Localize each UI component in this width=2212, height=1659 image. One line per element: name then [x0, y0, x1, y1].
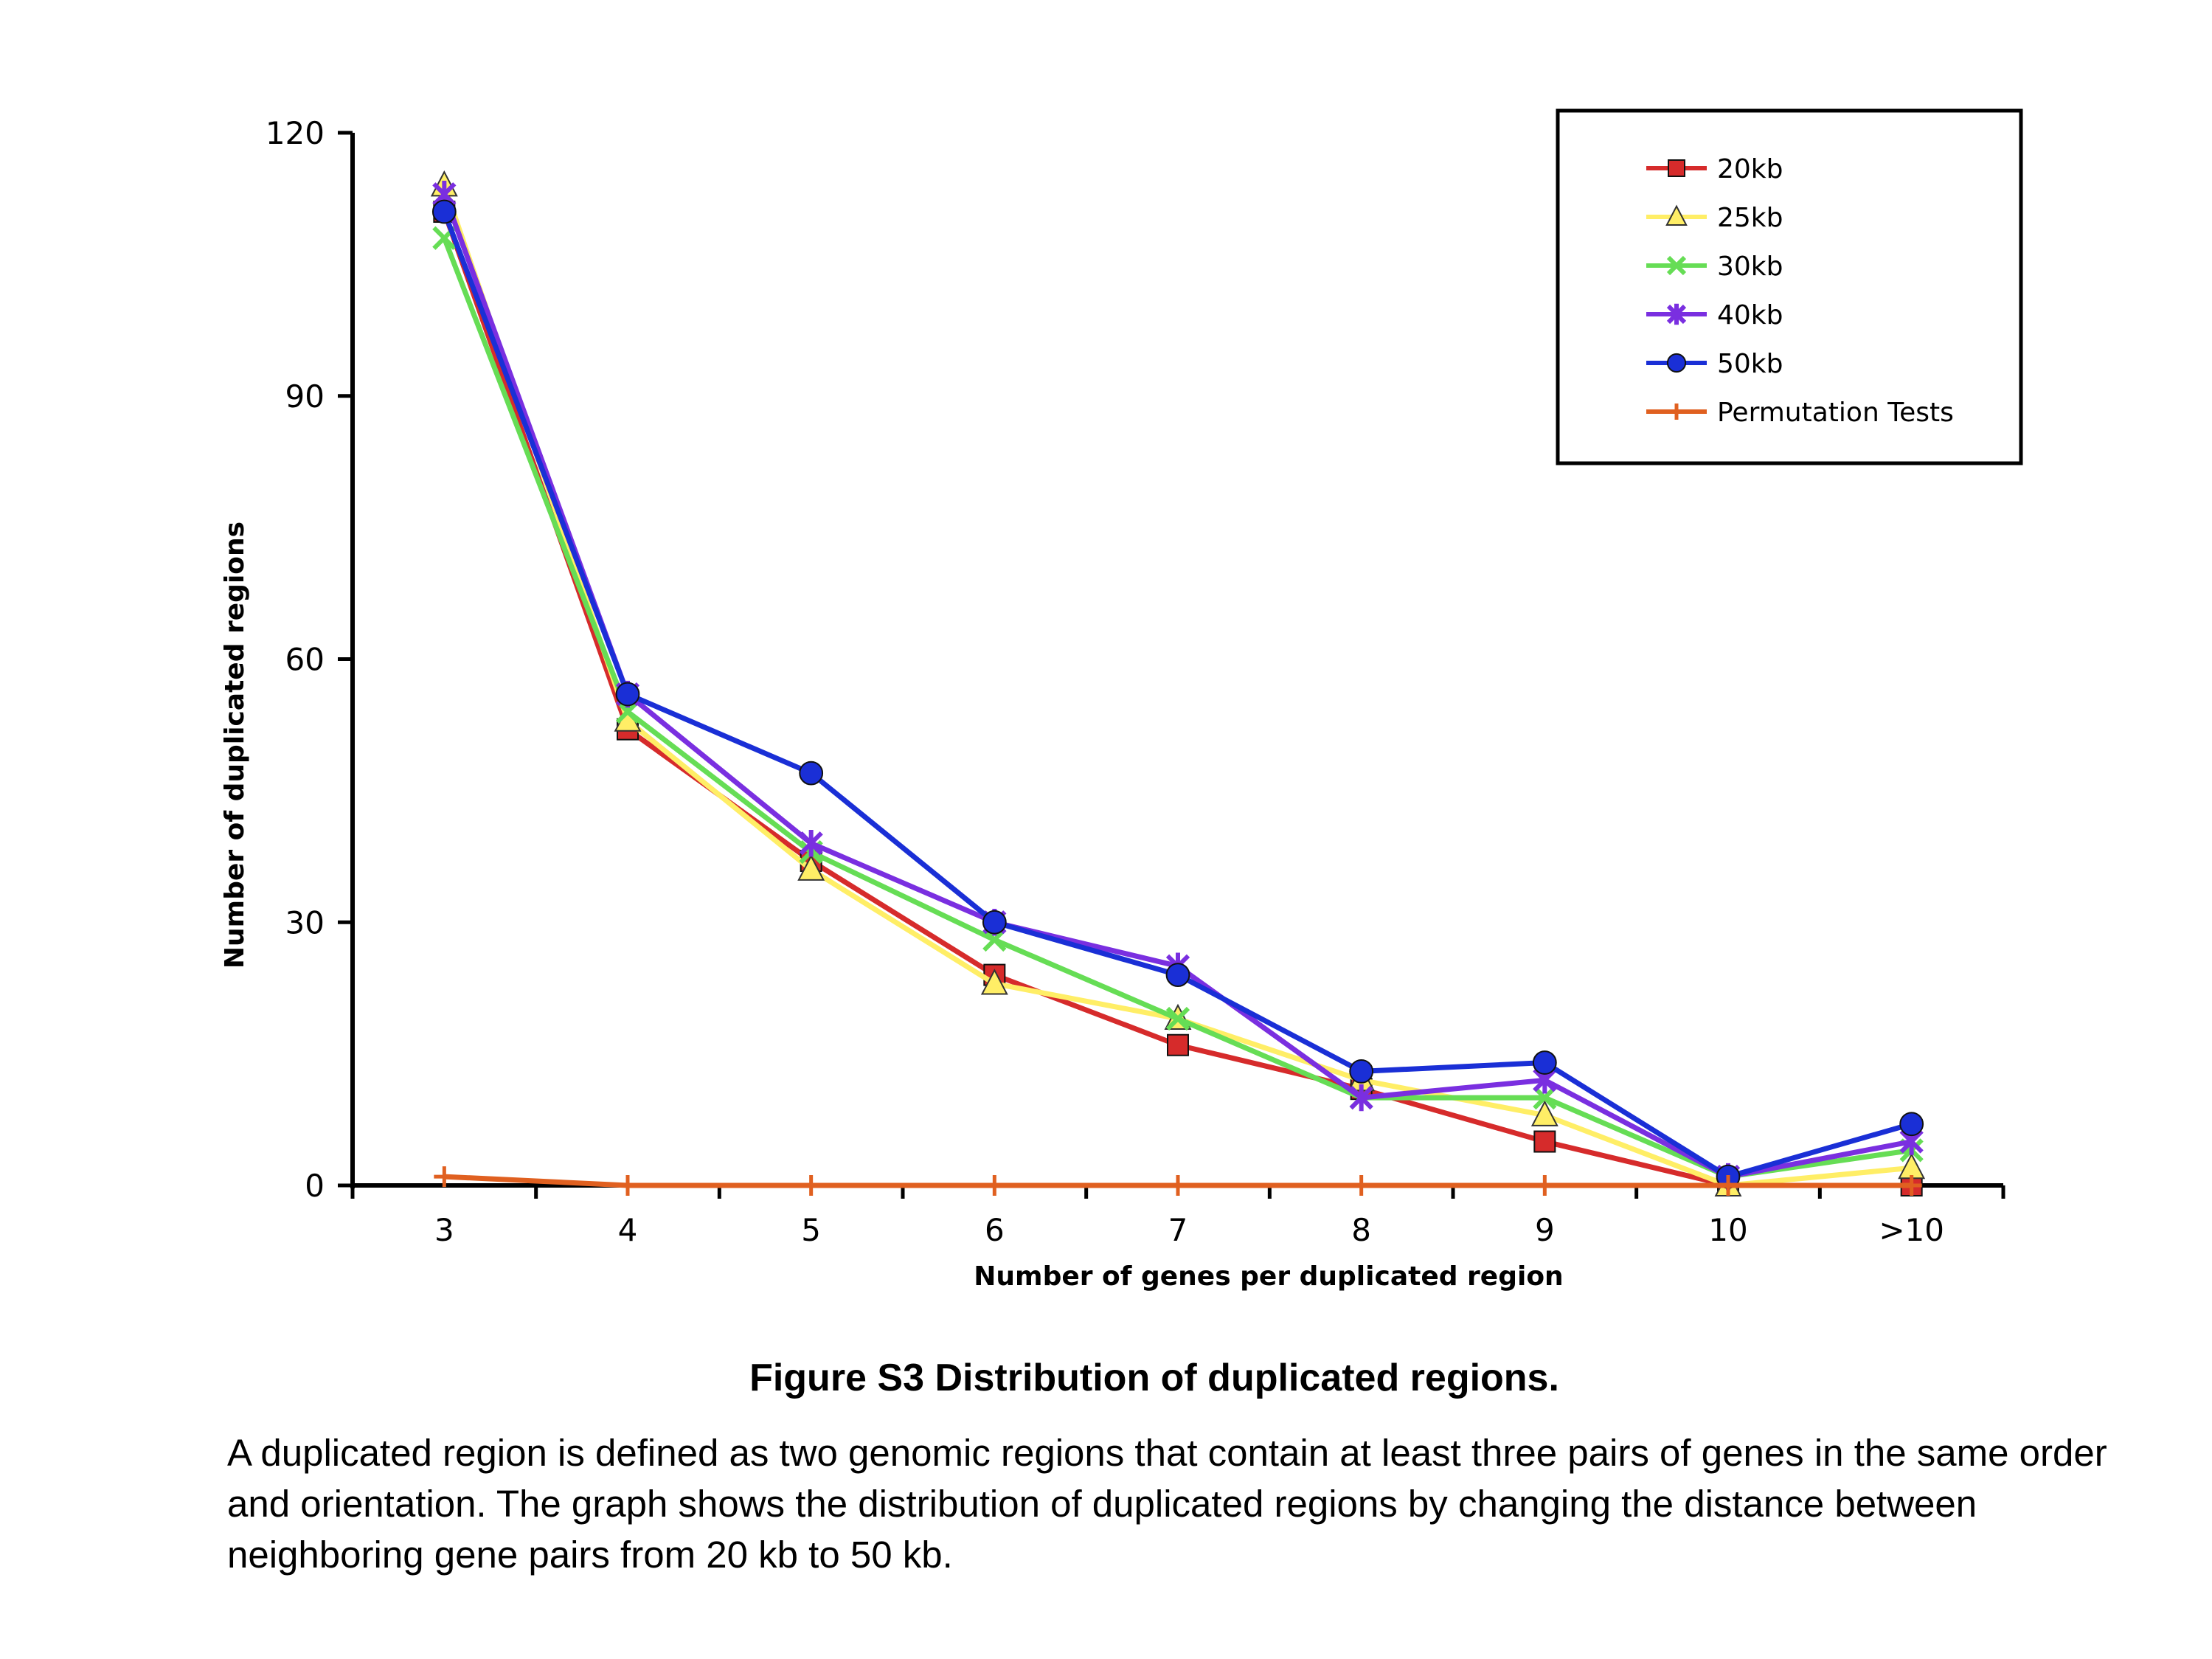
legend-item: 20kb	[1646, 154, 1783, 184]
figure-caption-body: A duplicated region is defined as two ge…	[227, 1432, 2107, 1576]
data-point	[1665, 204, 1688, 226]
data-point	[1351, 1175, 1372, 1196]
data-point	[1167, 1033, 1189, 1056]
x-tick-label: 10	[1708, 1212, 1747, 1248]
x-tick-label: 8	[1351, 1212, 1371, 1248]
y-tick-label: 90	[285, 378, 325, 415]
legend-label: 25kb	[1717, 203, 1783, 233]
legend-box	[1556, 108, 2023, 465]
legend: 20kb 25kb 30kb 40kb 50kb Permutation Tests	[1556, 108, 2023, 465]
series-layer	[430, 170, 1926, 1196]
x-tick-label: 9	[1535, 1212, 1555, 1248]
data-point	[799, 761, 824, 786]
data-point	[982, 927, 1007, 952]
figure-caption-title: Figure S3 Distribution of duplicated reg…	[749, 1357, 1559, 1399]
data-point	[1349, 1084, 1373, 1112]
data-point	[800, 1175, 822, 1196]
data-point	[434, 1166, 455, 1188]
data-point	[1668, 159, 1685, 177]
legend-label: 30kb	[1717, 252, 1783, 282]
y-tick-label: 60	[285, 642, 325, 678]
data-point	[617, 1175, 638, 1196]
x-tick-label: >10	[1879, 1212, 1944, 1248]
legend-label: 20kb	[1717, 154, 1783, 184]
series-50kb	[431, 199, 1924, 1189]
legend-item: 40kb	[1646, 300, 1783, 330]
data-point	[799, 830, 823, 857]
data-point	[1666, 255, 1687, 276]
data-point	[980, 969, 1008, 995]
data-point	[1533, 1130, 1556, 1153]
data-point	[1666, 303, 1687, 325]
legend-item: Permutation Tests	[1646, 398, 1954, 428]
y-axis-title: Number of duplicated regions	[220, 522, 250, 969]
x-tick-label: 3	[434, 1212, 454, 1248]
data-point	[1666, 353, 1687, 373]
legend-label: 50kb	[1717, 349, 1783, 379]
data-point	[1668, 404, 1685, 420]
legend-item: 25kb	[1646, 203, 1783, 233]
data-point	[1718, 1175, 1738, 1196]
data-point	[615, 682, 640, 707]
series-permutation-tests	[434, 1166, 1922, 1196]
data-point	[431, 199, 457, 224]
y-tick-label: 0	[305, 1168, 325, 1204]
legend-item: 30kb	[1646, 252, 1783, 282]
data-point	[982, 910, 1007, 935]
data-point	[1168, 1175, 1188, 1196]
data-point	[1532, 1050, 1557, 1075]
data-point	[1165, 1006, 1190, 1031]
data-point	[984, 1175, 1005, 1196]
legend-label: Permutation Tests	[1717, 398, 1954, 428]
x-tick-label: 6	[985, 1212, 1005, 1248]
data-point	[615, 699, 640, 724]
data-point	[1901, 1175, 1922, 1196]
data-point	[1533, 1085, 1557, 1110]
legend-item: 50kb	[1646, 349, 1783, 379]
x-tick-label: 4	[618, 1212, 638, 1248]
legend-label: 40kb	[1717, 300, 1783, 330]
y-tick-label: 30	[285, 904, 325, 941]
data-point	[1349, 1059, 1374, 1084]
data-point	[1534, 1175, 1556, 1196]
data-point	[1165, 963, 1190, 987]
data-point	[797, 854, 825, 881]
data-point	[1530, 1100, 1559, 1126]
x-tick-label: 7	[1168, 1212, 1188, 1248]
y-tick-label: 120	[266, 115, 325, 151]
x-tick-label: 5	[801, 1212, 821, 1248]
x-axis-title: Number of genes per duplicated region	[974, 1261, 1563, 1292]
data-point	[1899, 1112, 1924, 1137]
